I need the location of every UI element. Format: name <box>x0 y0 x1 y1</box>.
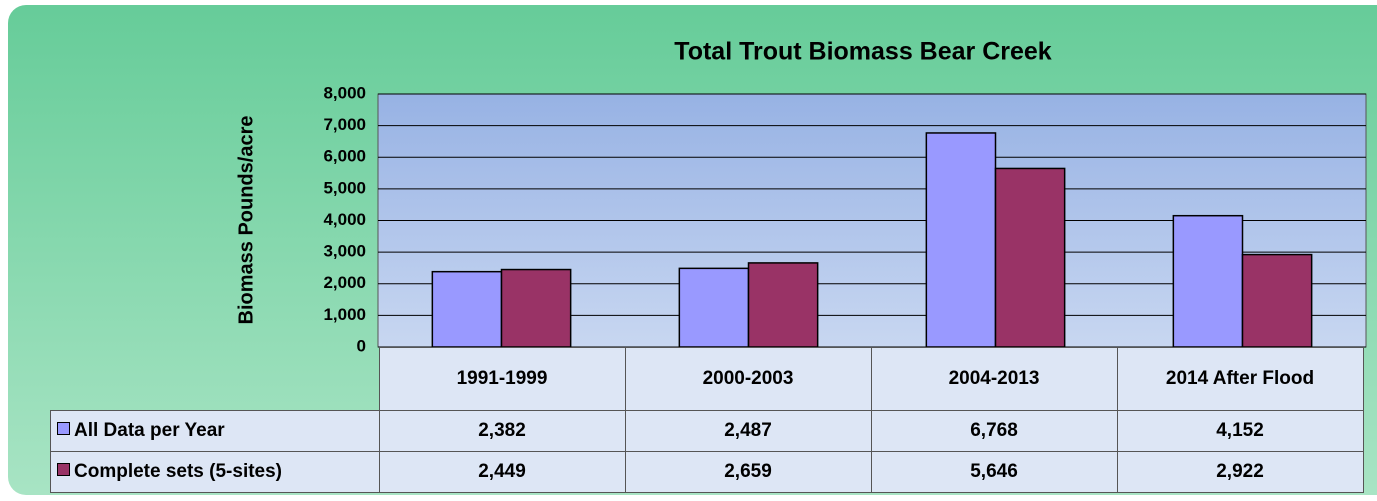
value-label: 5,646 <box>870 451 1118 493</box>
value-label: 2,487 <box>624 410 872 452</box>
category-label: 2004-2013 <box>870 347 1118 411</box>
bar <box>1172 214 1244 348</box>
series-row: Complete sets (5-sites) 2,449 2,659 5,646 2,… <box>50 451 1364 493</box>
y-tick-label: 0 <box>357 336 366 355</box>
legend-label: All Data per Year <box>74 420 225 441</box>
chart-title: Total Trout Biomass Bear Creek <box>674 38 1052 66</box>
y-tick-label: 5,000 <box>323 178 366 197</box>
value-label: 2,382 <box>378 410 626 452</box>
legend-key <box>57 422 70 435</box>
y-tick-label: 6,000 <box>323 147 366 166</box>
category-label: 2014 After Flood <box>1116 347 1364 411</box>
y-tick-label: 1,000 <box>323 305 366 324</box>
bar <box>500 268 572 348</box>
bar <box>431 270 503 348</box>
bar <box>994 167 1066 348</box>
y-tick-label: 3,000 <box>323 242 366 261</box>
category-label: 1991-1999 <box>378 347 626 411</box>
y-tick-label: 7,000 <box>323 115 366 134</box>
bar <box>925 132 997 348</box>
blank-cell <box>51 348 380 411</box>
value-label: 2,922 <box>1116 451 1364 493</box>
value-label: 4,152 <box>1116 410 1364 452</box>
series-row: All Data per Year 2,382 2,487 6,768 4,152 <box>50 410 1364 452</box>
legend-cell: Complete sets (5-sites) <box>50 451 380 493</box>
y-tick-label: 8,000 <box>323 83 366 102</box>
category-label: 2000-2003 <box>624 347 872 411</box>
data-table: 1991-1999 2000-2003 2004-2013 2014 After Fl… <box>50 347 1364 493</box>
y-tick-label: 4,000 <box>323 210 366 229</box>
bar <box>1241 253 1313 348</box>
value-label: 6,768 <box>870 410 1118 452</box>
bar <box>678 267 750 348</box>
value-label: 2,449 <box>378 451 626 493</box>
bar <box>747 262 819 348</box>
legend-cell: All Data per Year <box>50 410 380 452</box>
category-row: 1991-1999 2000-2003 2004-2013 2014 After Fl… <box>51 347 1364 411</box>
legend-label: Complete sets (5-sites) <box>74 461 283 482</box>
value-label: 2,659 <box>624 451 872 493</box>
y-tick-label: 2,000 <box>323 273 366 292</box>
y-axis-label: Biomass Pounds/acre <box>235 116 257 325</box>
legend-key <box>57 463 70 476</box>
